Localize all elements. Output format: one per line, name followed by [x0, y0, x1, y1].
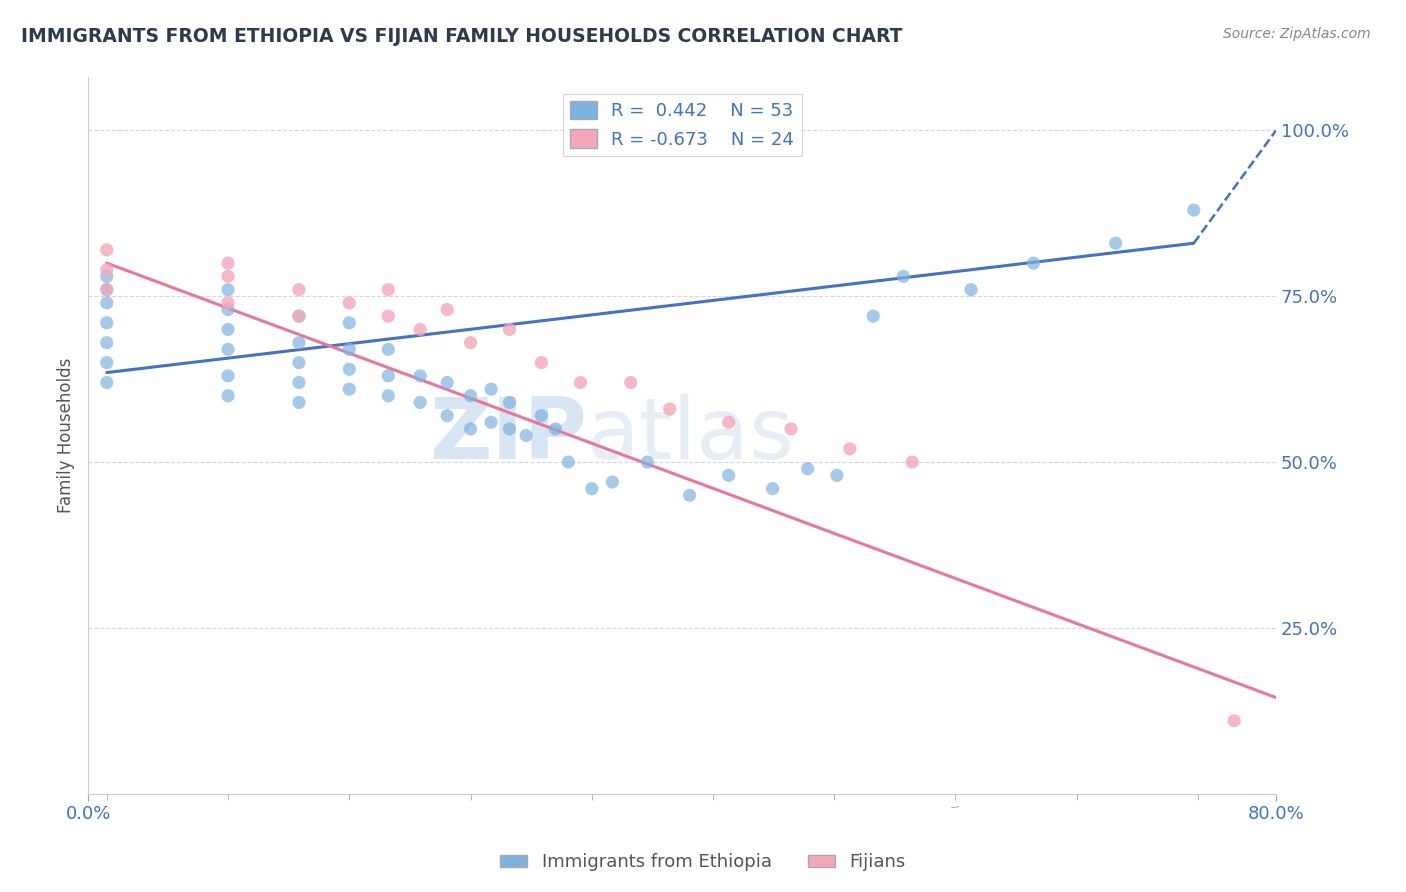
Point — [901, 455, 924, 469]
Point — [1105, 236, 1128, 251]
Legend: R =  0.442    N = 53, R = -0.673    N = 24: R = 0.442 N = 53, R = -0.673 N = 24 — [562, 94, 801, 156]
Point — [530, 409, 553, 423]
Point — [337, 362, 360, 376]
Point — [409, 395, 432, 409]
Point — [862, 309, 884, 323]
Point — [217, 343, 239, 357]
Point — [96, 376, 118, 390]
Point — [544, 422, 567, 436]
Point — [780, 422, 803, 436]
Point — [498, 395, 520, 409]
Point — [217, 296, 239, 310]
Point — [96, 269, 118, 284]
Point — [377, 368, 399, 383]
Point — [498, 322, 520, 336]
Point — [479, 415, 502, 429]
Point — [530, 356, 553, 370]
Point — [436, 376, 458, 390]
Point — [217, 256, 239, 270]
Point — [96, 283, 118, 297]
Point — [217, 269, 239, 284]
Point — [337, 343, 360, 357]
Point — [1022, 256, 1045, 270]
Point — [762, 482, 785, 496]
Point — [581, 482, 603, 496]
Point — [288, 376, 311, 390]
Point — [96, 296, 118, 310]
Point — [891, 269, 914, 284]
Point — [337, 296, 360, 310]
Point — [217, 389, 239, 403]
Point — [217, 322, 239, 336]
Point — [377, 283, 399, 297]
Point — [337, 316, 360, 330]
Point — [557, 455, 579, 469]
Point — [636, 455, 658, 469]
Point — [460, 389, 482, 403]
Point — [460, 422, 482, 436]
Point — [796, 461, 818, 475]
Point — [569, 376, 592, 390]
Point — [96, 283, 118, 297]
Point — [409, 368, 432, 383]
Point — [436, 409, 458, 423]
Point — [377, 343, 399, 357]
Point — [377, 309, 399, 323]
Point — [1223, 714, 1246, 728]
Point — [717, 415, 740, 429]
Text: Source: ZipAtlas.com: Source: ZipAtlas.com — [1223, 27, 1371, 41]
Point — [460, 335, 482, 350]
Point — [838, 442, 860, 456]
Point — [288, 283, 311, 297]
Y-axis label: Family Households: Family Households — [58, 358, 75, 513]
Point — [960, 283, 983, 297]
Point — [1182, 203, 1205, 218]
Point — [288, 309, 311, 323]
Point — [498, 422, 520, 436]
Point — [288, 356, 311, 370]
Point — [96, 262, 118, 277]
Point — [96, 316, 118, 330]
Point — [96, 243, 118, 257]
Point — [96, 356, 118, 370]
Point — [217, 368, 239, 383]
Point — [479, 382, 502, 396]
Point — [515, 428, 537, 442]
Point — [602, 475, 624, 489]
Text: IMMIGRANTS FROM ETHIOPIA VS FIJIAN FAMILY HOUSEHOLDS CORRELATION CHART: IMMIGRANTS FROM ETHIOPIA VS FIJIAN FAMIL… — [21, 27, 903, 45]
Point — [409, 322, 432, 336]
Point — [717, 468, 740, 483]
Point — [288, 309, 311, 323]
Point — [337, 382, 360, 396]
Point — [620, 376, 643, 390]
Text: atlas: atlas — [588, 394, 796, 477]
Point — [96, 335, 118, 350]
Point — [678, 488, 700, 502]
Text: ZIP: ZIP — [429, 394, 588, 477]
Point — [825, 468, 848, 483]
Point — [436, 302, 458, 317]
Point — [217, 302, 239, 317]
Point — [288, 335, 311, 350]
Point — [217, 283, 239, 297]
Legend: Immigrants from Ethiopia, Fijians: Immigrants from Ethiopia, Fijians — [494, 847, 912, 879]
Point — [658, 402, 681, 417]
Point — [377, 389, 399, 403]
Point — [288, 395, 311, 409]
